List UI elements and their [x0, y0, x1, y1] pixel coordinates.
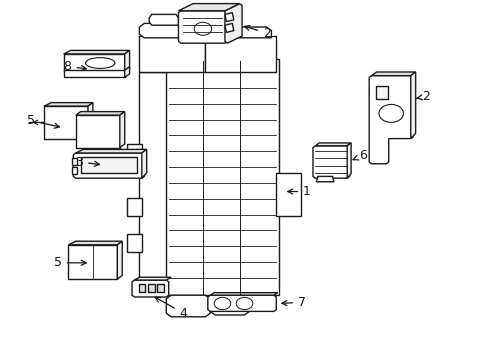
- Text: 6: 6: [352, 149, 366, 162]
- Polygon shape: [44, 106, 88, 139]
- Polygon shape: [375, 86, 387, 99]
- Text: 3: 3: [75, 156, 100, 168]
- Ellipse shape: [85, 58, 115, 68]
- Polygon shape: [410, 72, 415, 139]
- Polygon shape: [68, 241, 122, 245]
- Polygon shape: [81, 157, 137, 173]
- Polygon shape: [190, 20, 237, 38]
- Polygon shape: [166, 295, 210, 317]
- Polygon shape: [117, 241, 122, 279]
- Polygon shape: [234, 27, 271, 38]
- Polygon shape: [276, 173, 300, 216]
- Polygon shape: [44, 103, 93, 106]
- Polygon shape: [72, 158, 77, 165]
- Text: 2: 2: [244, 26, 270, 40]
- Polygon shape: [157, 284, 163, 292]
- Polygon shape: [224, 13, 233, 22]
- Polygon shape: [132, 280, 168, 297]
- Polygon shape: [148, 284, 154, 292]
- Polygon shape: [205, 36, 276, 72]
- Text: 1: 1: [287, 185, 310, 198]
- Polygon shape: [198, 11, 229, 24]
- Polygon shape: [63, 70, 124, 77]
- Polygon shape: [139, 72, 168, 295]
- Polygon shape: [68, 245, 117, 279]
- Polygon shape: [76, 115, 120, 148]
- Polygon shape: [134, 277, 171, 280]
- Polygon shape: [346, 143, 350, 178]
- Polygon shape: [178, 4, 239, 11]
- Polygon shape: [72, 167, 77, 174]
- Polygon shape: [207, 295, 276, 311]
- Polygon shape: [224, 23, 233, 32]
- Polygon shape: [139, 23, 185, 38]
- Polygon shape: [139, 36, 205, 72]
- Polygon shape: [124, 50, 129, 72]
- Polygon shape: [178, 11, 227, 43]
- Polygon shape: [315, 143, 350, 146]
- Polygon shape: [312, 146, 349, 178]
- Polygon shape: [127, 234, 142, 252]
- Polygon shape: [73, 153, 144, 178]
- Text: 5: 5: [54, 256, 86, 269]
- Polygon shape: [124, 67, 129, 77]
- Polygon shape: [210, 293, 277, 295]
- Polygon shape: [139, 284, 145, 292]
- Polygon shape: [127, 144, 142, 162]
- Polygon shape: [224, 4, 242, 43]
- Polygon shape: [88, 103, 93, 139]
- Text: 8: 8: [63, 60, 86, 73]
- Text: 5: 5: [27, 114, 60, 128]
- Text: 2: 2: [416, 90, 429, 103]
- Polygon shape: [166, 59, 278, 295]
- Polygon shape: [63, 54, 124, 72]
- Polygon shape: [368, 76, 412, 164]
- Polygon shape: [63, 50, 129, 54]
- Polygon shape: [210, 295, 249, 315]
- Polygon shape: [120, 112, 124, 148]
- Polygon shape: [76, 149, 146, 153]
- Polygon shape: [76, 112, 124, 115]
- Polygon shape: [149, 14, 178, 25]
- Polygon shape: [127, 198, 142, 216]
- Text: 4: 4: [155, 297, 187, 320]
- Text: 7: 7: [282, 296, 305, 309]
- Polygon shape: [142, 149, 146, 178]
- Polygon shape: [316, 176, 333, 182]
- Polygon shape: [371, 72, 415, 76]
